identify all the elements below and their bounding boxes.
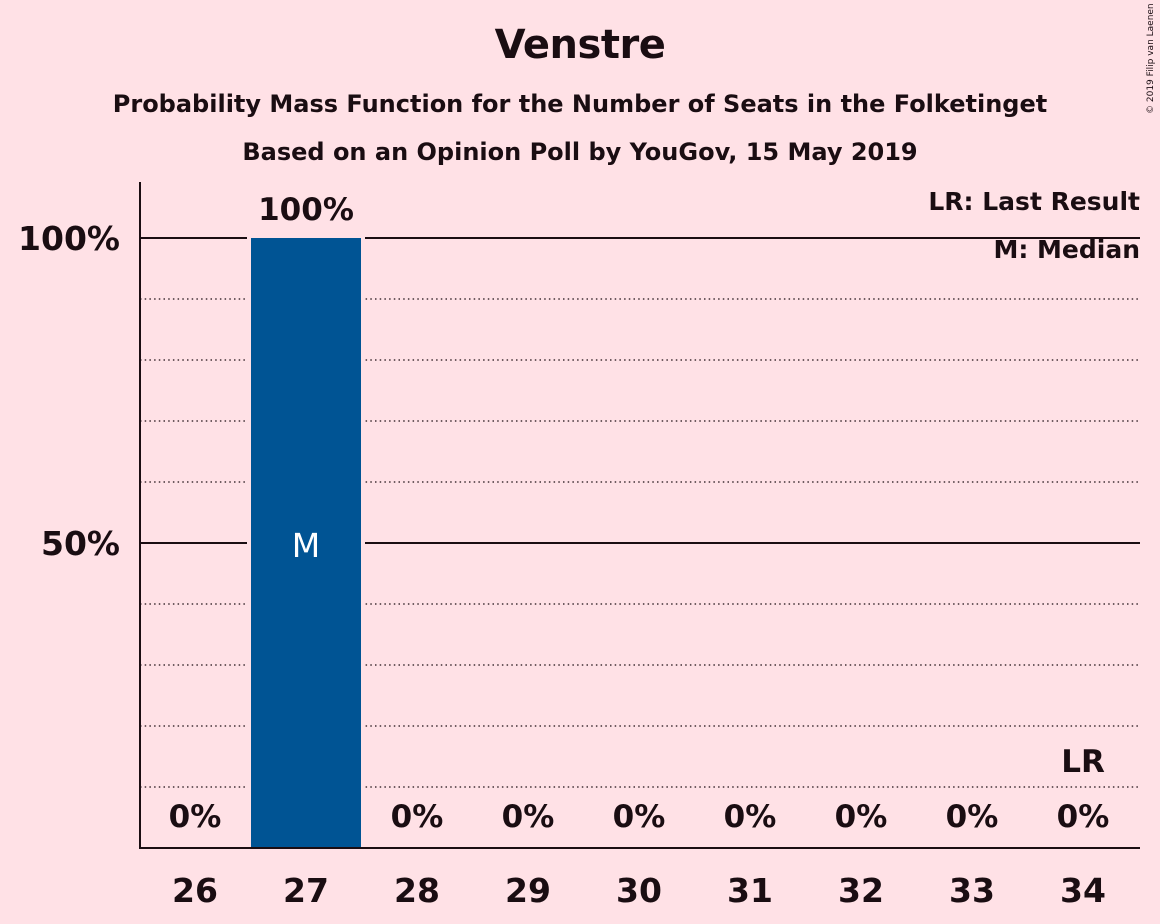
x-tick-label: 28 [394, 871, 440, 910]
legend-last-result: LR: Last Result [928, 187, 1140, 216]
chart-subtitle: Probability Mass Function for the Number… [112, 90, 1048, 118]
value-label: 0% [391, 799, 444, 835]
value-label: 0% [1057, 799, 1110, 835]
median-marker: M [292, 526, 320, 565]
legend-median: M: Median [993, 235, 1140, 264]
y-tick-label: 100% [18, 219, 120, 258]
last-result-marker: LR [1061, 744, 1105, 780]
x-tick-label: 34 [1060, 871, 1106, 910]
x-tick-label: 30 [616, 871, 662, 910]
y-tick-label: 50% [41, 524, 120, 563]
value-label: 0% [946, 799, 999, 835]
chart-title: Venstre [494, 22, 666, 68]
value-label: 0% [169, 799, 222, 835]
x-tick-label: 29 [505, 871, 551, 910]
x-tick-label: 33 [949, 871, 995, 910]
x-tick-label: 26 [172, 871, 218, 910]
value-label: 100% [258, 192, 354, 228]
poll-source: Based on an Opinion Poll by YouGov, 15 M… [242, 138, 918, 166]
value-label: 0% [502, 799, 555, 835]
x-tick-label: 27 [283, 871, 329, 910]
value-label: 0% [613, 799, 666, 835]
value-label: 0% [835, 799, 888, 835]
x-tick-label: 32 [838, 871, 884, 910]
bar [251, 238, 361, 848]
value-label: 0% [724, 799, 777, 835]
x-tick-label: 31 [727, 871, 773, 910]
